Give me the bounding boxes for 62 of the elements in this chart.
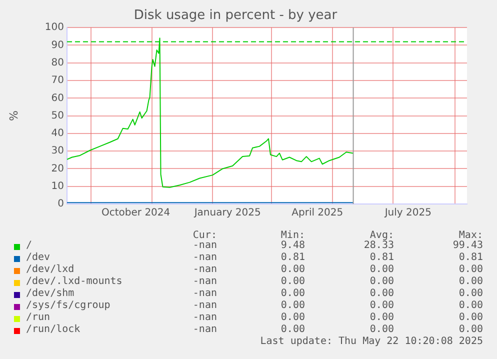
text: 0.81 <box>280 252 305 263</box>
text: 0.00 <box>458 276 483 287</box>
text: 0.00 <box>458 300 483 311</box>
text: -nan <box>192 312 217 323</box>
y-tick-label: 80 <box>51 57 64 68</box>
text: 0.00 <box>280 312 305 323</box>
text: 0.00 <box>370 312 394 323</box>
y-axis-title: % <box>7 110 20 122</box>
text: -nan <box>192 252 217 263</box>
y-tick-label: 30 <box>51 146 64 157</box>
text: 0.81 <box>370 252 394 263</box>
text: 0.00 <box>370 300 394 311</box>
text: 0.00 <box>370 276 394 287</box>
legend-label: /dev/lxd <box>26 264 74 275</box>
text: 0.00 <box>280 324 305 335</box>
text: -nan <box>192 324 217 335</box>
legend-label: /run <box>26 312 50 323</box>
text: 0.00 <box>458 312 483 323</box>
text: 9.48 <box>280 240 305 251</box>
text: 0.00 <box>458 324 483 335</box>
y-tick-label: 0 <box>58 198 64 210</box>
x-tick-label: July 2025 <box>384 208 432 219</box>
text: Avg: <box>370 230 394 241</box>
text: 0.81 <box>458 252 483 263</box>
text: 0.00 <box>458 288 483 299</box>
text: 0.00 <box>370 264 394 275</box>
text: 0.00 <box>370 324 394 335</box>
y-tick-label: 20 <box>51 163 64 174</box>
legend-label: /dev/shm <box>26 288 74 299</box>
text: -nan <box>192 276 217 287</box>
text: 0.00 <box>280 276 305 287</box>
y-tick-label: 100 <box>44 22 64 34</box>
text: -nan <box>192 288 217 299</box>
text: Cur: <box>192 230 217 241</box>
legend-label: / <box>26 240 32 251</box>
text: 0.00 <box>458 264 483 275</box>
text: 0.00 <box>280 288 305 299</box>
x-tick-label: January 2025 <box>193 208 261 219</box>
legend-label: /dev/.lxd-mounts <box>26 276 122 287</box>
y-tick-label: 60 <box>51 92 64 104</box>
text: Last update: Thu May 22 10:20:08 2025 <box>260 336 483 347</box>
text: -nan <box>192 264 217 275</box>
y-tick-label: 70 <box>51 75 64 86</box>
text: Min: <box>280 230 305 241</box>
legend-label: /run/lock <box>26 324 80 335</box>
text: -nan <box>192 240 217 251</box>
text: -nan <box>192 300 217 311</box>
text: 99.43 <box>452 240 483 251</box>
text: 0.00 <box>280 300 305 311</box>
y-tick-label: 40 <box>51 128 64 140</box>
text: 0.00 <box>370 288 394 299</box>
y-tick-label: 90 <box>51 40 64 51</box>
legend-label: /sys/fs/cgroup <box>26 300 110 311</box>
text: 0.00 <box>280 264 305 275</box>
x-tick-label: October 2024 <box>102 208 170 219</box>
y-tick-label: 10 <box>51 180 64 192</box>
x-tick-label: April 2025 <box>292 208 344 219</box>
chart-title: Disk usage in percent - by year <box>134 8 338 24</box>
y-tick-label: 50 <box>51 110 64 122</box>
text: Max: <box>458 230 483 241</box>
legend-label: /dev <box>26 252 50 263</box>
text: 28.33 <box>364 240 394 251</box>
